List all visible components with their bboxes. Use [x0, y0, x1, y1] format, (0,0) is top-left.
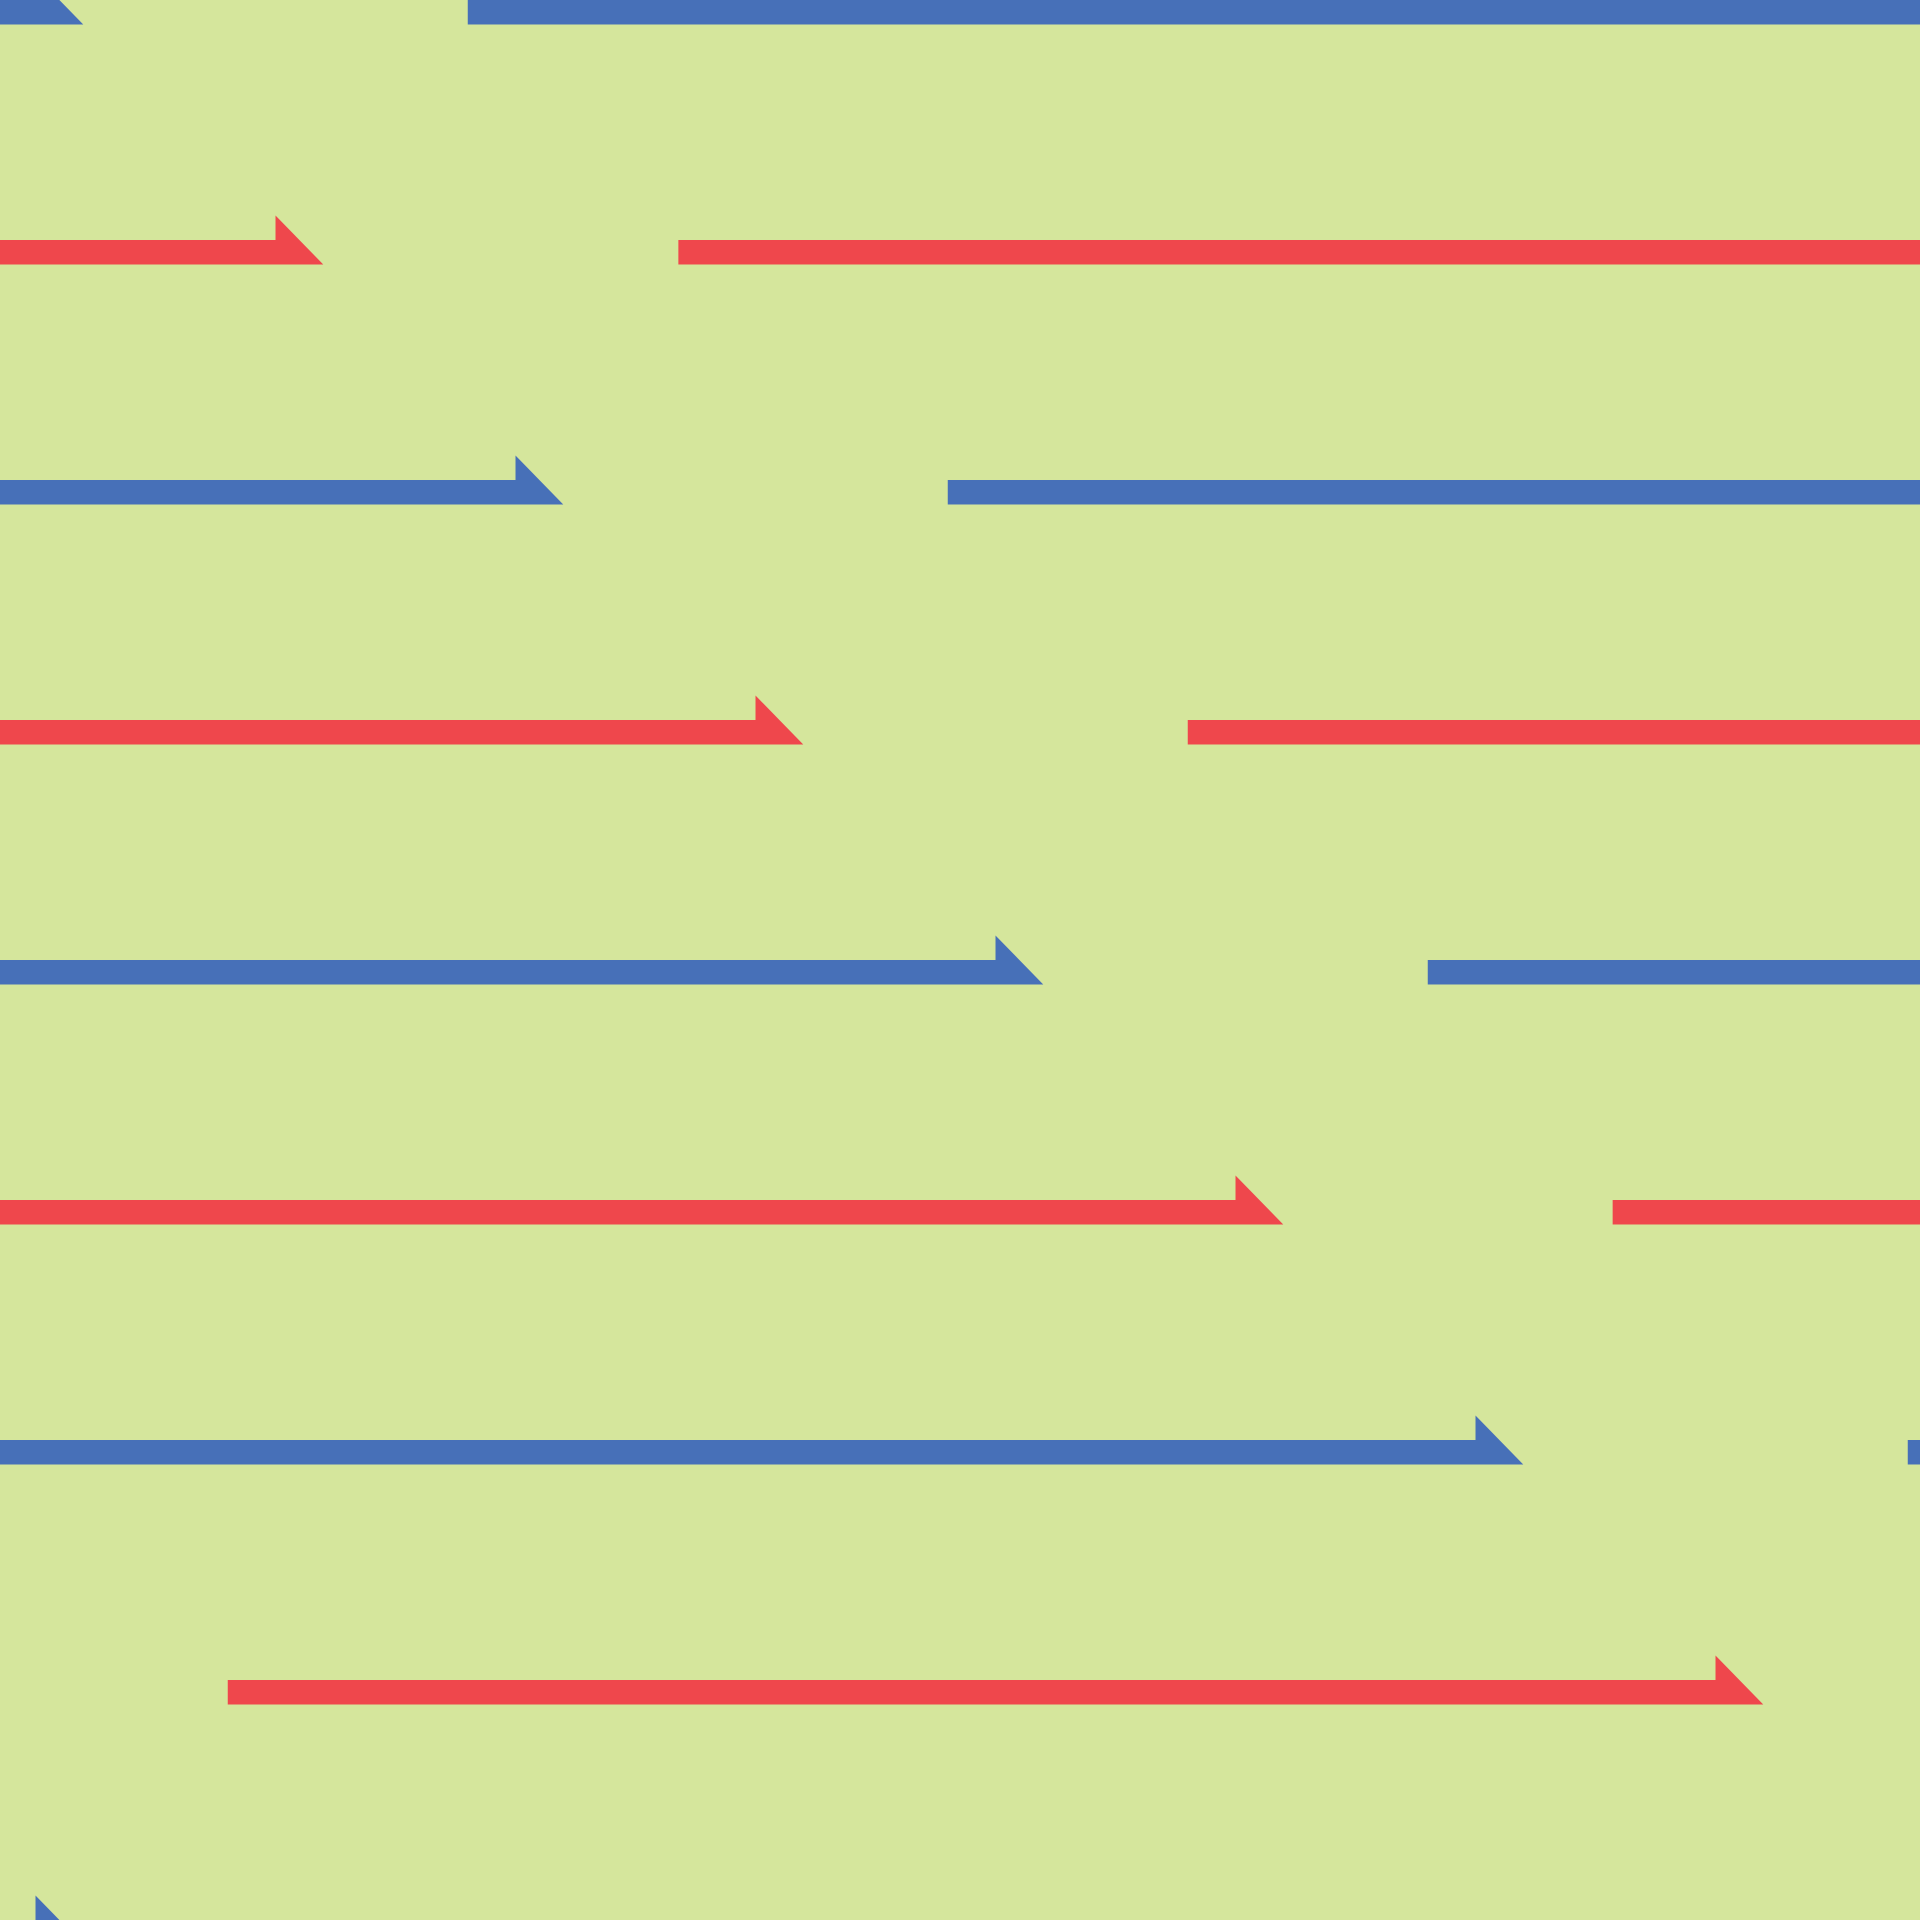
arrow-stripe	[0, 695, 804, 745]
stripe	[678, 240, 1920, 265]
arrow-stripe	[0, 215, 324, 265]
stripe	[467, 0, 1920, 25]
stripe	[1907, 1440, 1920, 1465]
arrow-stripe	[0, 1415, 1524, 1465]
stripe	[1187, 720, 1920, 745]
arrow-stripe	[0, 1175, 1284, 1225]
arrow-stripe	[0, 455, 564, 505]
stripe	[1427, 960, 1920, 985]
arrow-stripe	[227, 1655, 1764, 1705]
arrow-stripe	[0, 1895, 60, 1920]
stripe	[1612, 1200, 1920, 1225]
arrow-stripe	[0, 935, 1044, 985]
arrow-stripe	[0, 0, 84, 25]
stripe	[947, 480, 1920, 505]
